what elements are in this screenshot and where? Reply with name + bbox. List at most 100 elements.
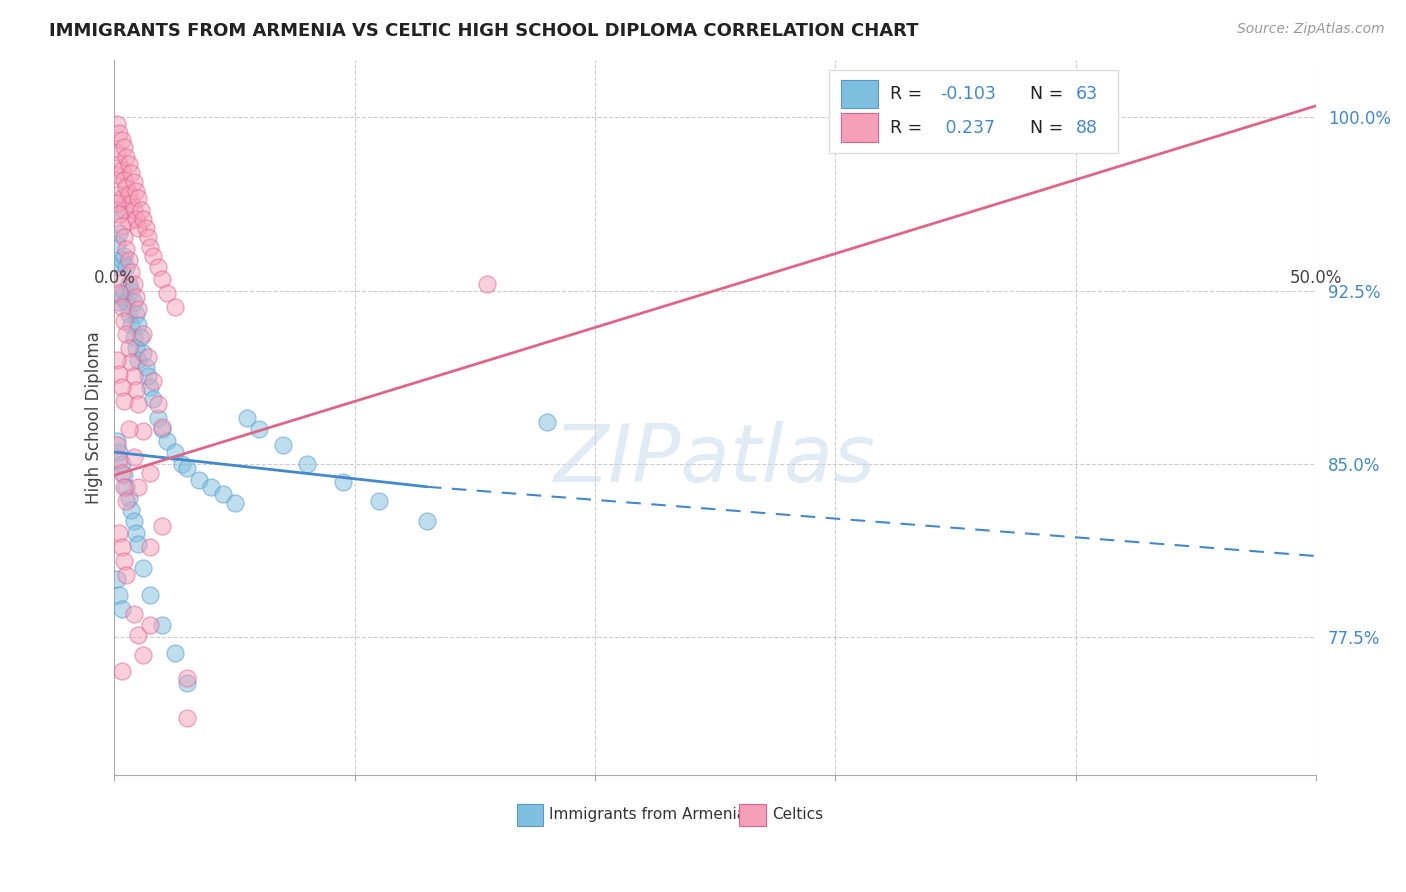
Point bbox=[122, 175, 145, 189]
Point bbox=[108, 445, 131, 459]
Point bbox=[115, 295, 138, 310]
Bar bbox=[517, 804, 544, 825]
Point bbox=[115, 150, 138, 164]
Point bbox=[136, 368, 159, 383]
Point bbox=[111, 602, 134, 616]
Point bbox=[108, 186, 131, 201]
Point bbox=[120, 265, 142, 279]
Point bbox=[142, 374, 165, 388]
Point bbox=[127, 480, 149, 494]
Point bbox=[108, 156, 131, 170]
Point bbox=[120, 166, 142, 180]
Point bbox=[176, 461, 198, 475]
Text: IMMIGRANTS FROM ARMENIA VS CELTIC HIGH SCHOOL DIPLOMA CORRELATION CHART: IMMIGRANTS FROM ARMENIA VS CELTIC HIGH S… bbox=[49, 22, 918, 40]
Point bbox=[125, 383, 148, 397]
Point bbox=[105, 168, 128, 182]
Point bbox=[105, 352, 128, 367]
Point bbox=[105, 438, 128, 452]
Point bbox=[108, 295, 131, 310]
Point bbox=[475, 277, 498, 291]
Point bbox=[127, 191, 149, 205]
Point bbox=[115, 242, 138, 256]
Text: 0.237: 0.237 bbox=[941, 119, 995, 136]
Point bbox=[132, 211, 155, 226]
Point bbox=[211, 486, 233, 500]
Point bbox=[112, 202, 135, 217]
Point bbox=[108, 525, 131, 540]
Point bbox=[118, 307, 141, 321]
Point bbox=[122, 329, 145, 343]
Point bbox=[112, 313, 135, 327]
Point bbox=[156, 434, 179, 448]
Point bbox=[416, 515, 439, 529]
Point bbox=[108, 285, 131, 300]
Point bbox=[111, 191, 134, 205]
Point bbox=[111, 665, 134, 679]
Point bbox=[247, 422, 270, 436]
Point bbox=[125, 307, 148, 321]
Point bbox=[295, 457, 318, 471]
Point bbox=[125, 211, 148, 226]
Point bbox=[111, 290, 134, 304]
Point bbox=[115, 179, 138, 194]
Point bbox=[108, 127, 131, 141]
Point bbox=[108, 226, 131, 240]
Point bbox=[163, 646, 186, 660]
Point bbox=[129, 329, 152, 343]
Point bbox=[105, 237, 128, 252]
Point bbox=[112, 284, 135, 298]
Point bbox=[122, 295, 145, 310]
Point bbox=[118, 277, 141, 291]
Point bbox=[118, 186, 141, 201]
Point bbox=[163, 300, 186, 314]
Text: R =: R = bbox=[890, 85, 928, 103]
Point bbox=[135, 359, 157, 374]
Text: N =: N = bbox=[1019, 85, 1069, 103]
Point bbox=[111, 300, 134, 314]
Point bbox=[152, 618, 174, 632]
Point bbox=[120, 195, 142, 210]
Text: R =: R = bbox=[890, 119, 928, 136]
Point bbox=[142, 249, 165, 263]
Point bbox=[111, 133, 134, 147]
Point bbox=[122, 277, 145, 291]
Point bbox=[112, 394, 135, 409]
Text: 63: 63 bbox=[1076, 85, 1098, 103]
Point bbox=[187, 473, 209, 487]
Point bbox=[146, 410, 169, 425]
Point bbox=[115, 567, 138, 582]
Point bbox=[122, 368, 145, 383]
Point bbox=[139, 239, 162, 253]
Point bbox=[132, 560, 155, 574]
Text: N =: N = bbox=[1019, 119, 1069, 136]
Point bbox=[163, 445, 186, 459]
Point bbox=[139, 466, 162, 480]
Point bbox=[132, 425, 155, 439]
Point bbox=[118, 253, 141, 268]
Point bbox=[271, 438, 294, 452]
Point bbox=[120, 284, 142, 298]
Point bbox=[176, 676, 198, 690]
Point bbox=[122, 607, 145, 621]
Point bbox=[118, 341, 141, 355]
Text: Source: ZipAtlas.com: Source: ZipAtlas.com bbox=[1237, 22, 1385, 37]
Point bbox=[112, 249, 135, 263]
Point bbox=[120, 318, 142, 333]
Point bbox=[125, 525, 148, 540]
Point bbox=[111, 253, 134, 268]
Point bbox=[139, 540, 162, 554]
Point bbox=[118, 422, 141, 436]
Point bbox=[111, 466, 134, 480]
Point bbox=[108, 367, 131, 381]
Point bbox=[176, 672, 198, 686]
Point bbox=[146, 260, 169, 275]
Point bbox=[108, 452, 131, 467]
Point bbox=[127, 301, 149, 316]
Point bbox=[115, 327, 138, 342]
Point bbox=[536, 415, 558, 429]
Point bbox=[115, 480, 138, 494]
Point bbox=[200, 480, 222, 494]
Bar bbox=[841, 113, 877, 142]
Point bbox=[152, 519, 174, 533]
Point bbox=[105, 117, 128, 131]
